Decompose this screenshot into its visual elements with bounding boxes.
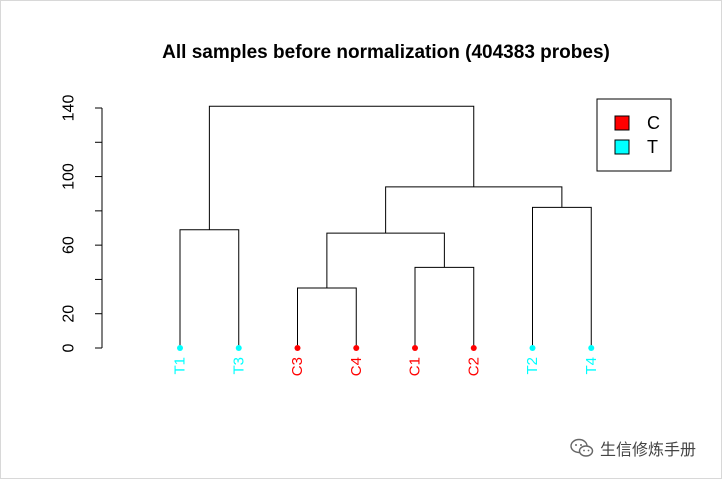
branch-m1: [179, 229, 240, 348]
branch-m4: [326, 232, 445, 288]
branch-m6: [385, 186, 563, 234]
leaf-label-C1: C1: [407, 357, 424, 376]
y-tick-label: 140: [61, 95, 78, 122]
leaf-point-C2: [470, 345, 477, 351]
dendrogram-leaves: T1 T3 C3 C4 C1 C2 T2 T4: [172, 345, 600, 376]
leaf-point-T4: [588, 345, 595, 351]
legend: CT: [596, 98, 672, 172]
legend-swatch-C: [614, 115, 630, 131]
legend-box: [596, 98, 672, 172]
leaf-point-C3: [294, 345, 301, 351]
leaf-label-T3: T3: [230, 357, 247, 375]
y-tick-label: 20: [61, 305, 78, 323]
leaf-label-C3: C3: [289, 357, 306, 376]
leaf-point-C1: [412, 345, 418, 351]
leaf-label-T1: T1: [172, 357, 189, 375]
y-tick-label: 60: [61, 236, 78, 254]
watermark-text: 生信修炼手册: [599, 440, 696, 459]
watermark: 生信修炼手册: [570, 436, 696, 460]
leaf-point-T3: [235, 345, 242, 351]
branch-m2: [297, 287, 357, 348]
leaf-label-C4: C4: [348, 357, 365, 376]
legend-swatch-T: [614, 139, 630, 155]
branch-m3: [414, 266, 475, 348]
branch-m5: [532, 206, 592, 348]
y-tick-label: 0: [61, 343, 78, 352]
legend-label-C: C: [647, 113, 660, 133]
leaf-label-T2: T2: [524, 357, 541, 375]
branch-m7: [208, 105, 475, 230]
leaf-point-T1: [177, 345, 183, 351]
y-axis: 0 20 60 100 140: [61, 95, 103, 352]
dendrogram-branches: [179, 105, 592, 348]
wechat-icon: [570, 438, 594, 457]
leaf-point-C4: [353, 345, 360, 351]
legend-label-T: T: [647, 137, 658, 157]
chart-title: All samples before normalization (404383…: [162, 42, 610, 63]
leaf-label-T4: T4: [583, 357, 600, 375]
leaf-label-C2: C2: [465, 357, 482, 376]
y-tick-label: 100: [61, 163, 78, 190]
leaf-point-T2: [529, 345, 536, 351]
